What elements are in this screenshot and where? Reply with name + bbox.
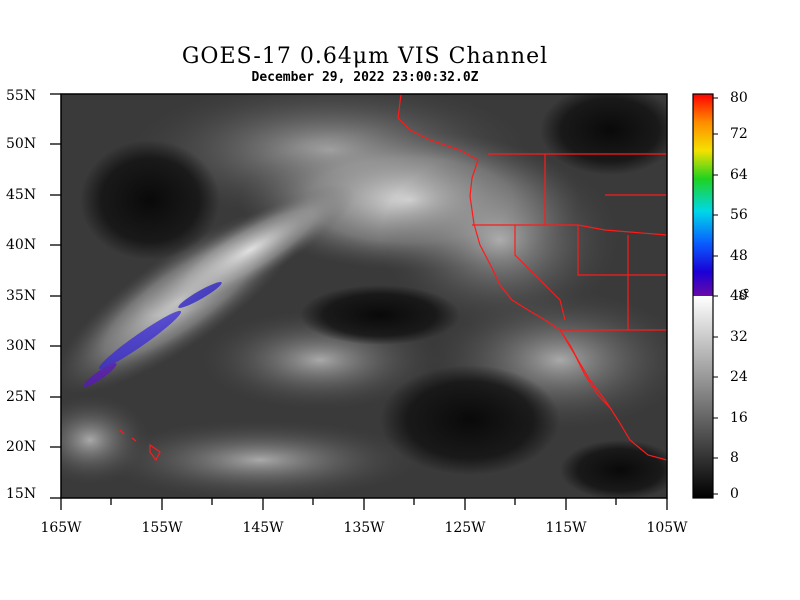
lat-label-25n: 25N xyxy=(6,389,37,405)
colorbar-label-56: 56 xyxy=(730,207,748,223)
axis-ticks xyxy=(50,93,668,510)
lon-label-135w: 135W xyxy=(343,520,385,536)
map-timestamp: December 29, 2022 23:00:32.0Z xyxy=(251,70,479,85)
lat-label-35n: 35N xyxy=(6,288,37,304)
colorbar-label-8: 8 xyxy=(730,450,739,466)
colorbar-label-40: 40 xyxy=(730,288,748,304)
state-boundaries xyxy=(119,94,667,462)
map-title: GOES-17 0.64μm VIS Channel xyxy=(181,44,549,69)
lon-label-125w: 125W xyxy=(444,520,486,536)
lat-label-40n: 40N xyxy=(6,237,37,253)
lon-label-155w: 155W xyxy=(141,520,183,536)
colorbar-label-72: 72 xyxy=(730,126,748,142)
colorbar-label-64: 64 xyxy=(730,167,748,183)
colorbar-unit: % xyxy=(735,288,750,301)
cloud-imagery xyxy=(61,94,667,498)
lon-label-165w: 165W xyxy=(40,520,82,536)
colorbar-label-24: 24 xyxy=(730,369,748,385)
colorbar-gray-segment xyxy=(693,296,713,498)
lat-label-55n: 55N xyxy=(6,88,37,104)
colorbar-label-0: 0 xyxy=(730,486,739,502)
lon-label-105w: 105W xyxy=(646,520,688,536)
lat-label-50n: 50N xyxy=(6,136,37,152)
lat-label-45n: 45N xyxy=(6,187,37,203)
lat-label-15n: 15N xyxy=(6,486,37,502)
lon-label-145w: 145W xyxy=(242,520,284,536)
colorbar xyxy=(692,93,718,499)
colorbar-label-48: 48 xyxy=(730,248,748,264)
lat-label-20n: 20N xyxy=(6,439,37,455)
colorbar-label-32: 32 xyxy=(730,329,748,345)
colorbar-label-80: 80 xyxy=(730,90,748,106)
lat-label-30n: 30N xyxy=(6,338,37,354)
colorbar-color-segment xyxy=(693,94,713,296)
colorbar-label-16: 16 xyxy=(730,410,748,426)
lon-label-115w: 115W xyxy=(545,520,587,536)
